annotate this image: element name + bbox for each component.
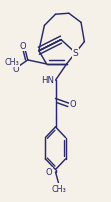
Text: O: O — [46, 168, 52, 177]
Text: O: O — [12, 65, 19, 74]
Text: HN: HN — [41, 75, 54, 84]
Text: O: O — [20, 42, 27, 51]
Text: O: O — [70, 100, 77, 108]
Text: CH₃: CH₃ — [51, 184, 66, 193]
Text: CH₃: CH₃ — [4, 58, 19, 67]
Text: S: S — [73, 49, 78, 58]
